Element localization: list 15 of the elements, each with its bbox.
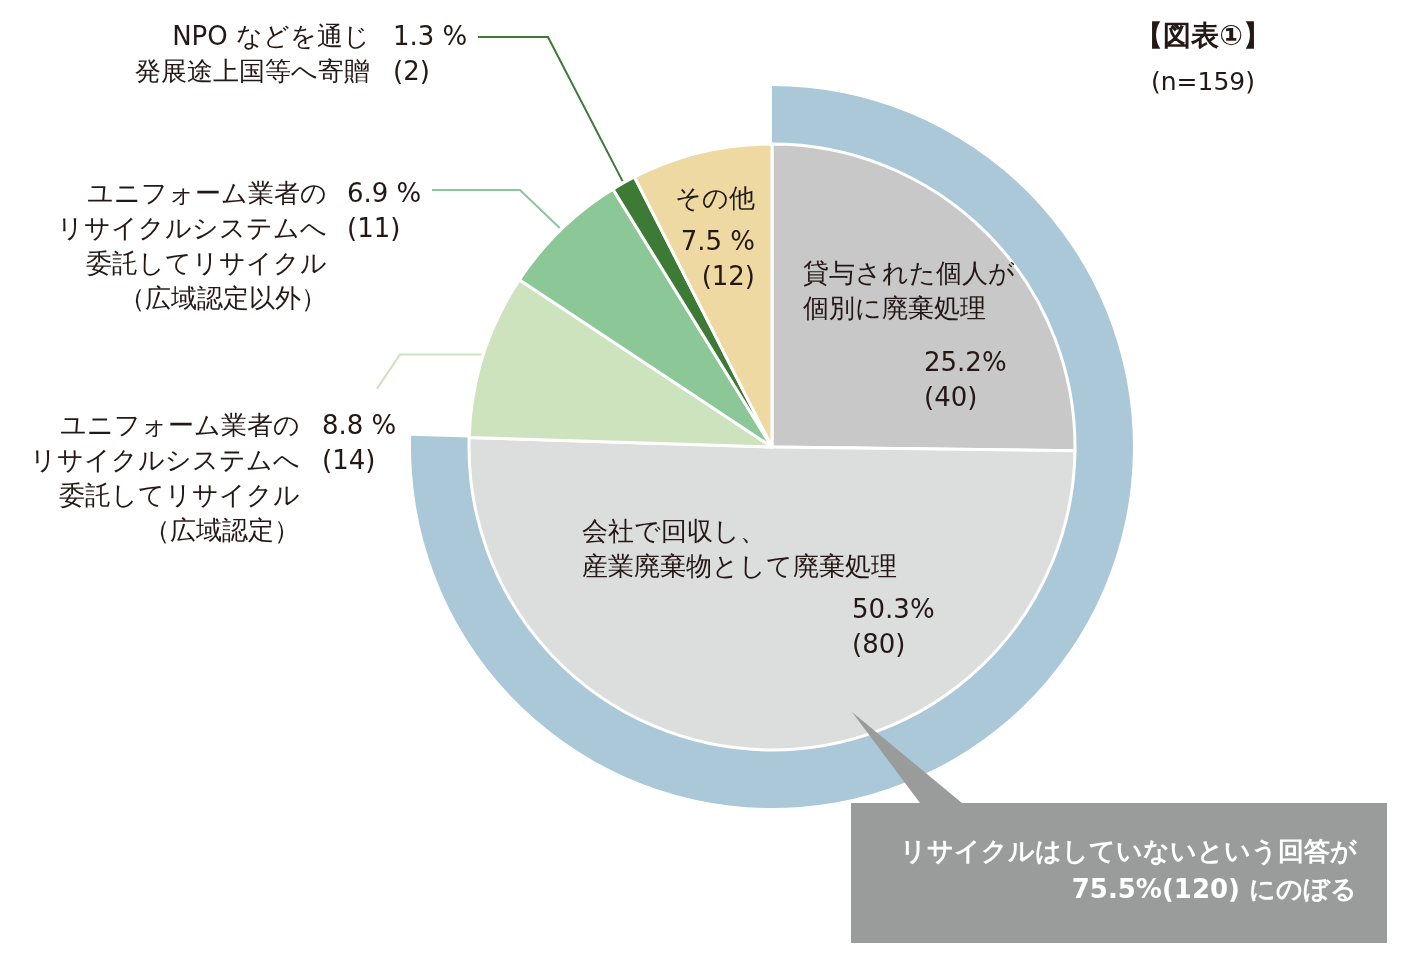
data-label: 7.5 % (12) (680, 225, 755, 291)
slice-label: ユニフォーム業者のリサイクルシステムへ委託してリサイクル（広域認定以外） (57, 177, 327, 313)
slice-label: その他 (675, 182, 755, 213)
text: (n=159) (1150, 67, 1256, 96)
text: リサイクルはしていないという回答が75.5%(120) にのぼる (899, 835, 1357, 906)
data-label: 8.8 % (14) (322, 409, 397, 475)
slice-label: 会社で回収し、産業廃棄物として廃棄処理 (582, 515, 897, 581)
text: 【図表①】 (1135, 18, 1271, 52)
slice-label: ユニフォーム業者のリサイクルシステムへ委託してリサイクル（広域認定） (30, 409, 300, 545)
data-label: 50.3% (80) (852, 593, 935, 659)
slice-label: 貸与された個人が個別に廃棄処理 (803, 257, 1015, 323)
data-label: 25.2% (40) (924, 346, 1007, 412)
data-label: 1.3 % (2) (393, 20, 468, 86)
slice-label: NPO などを通じ発展途上国等へ寄贈 (135, 20, 370, 86)
data-label: 6.9 % (11) (347, 177, 422, 243)
